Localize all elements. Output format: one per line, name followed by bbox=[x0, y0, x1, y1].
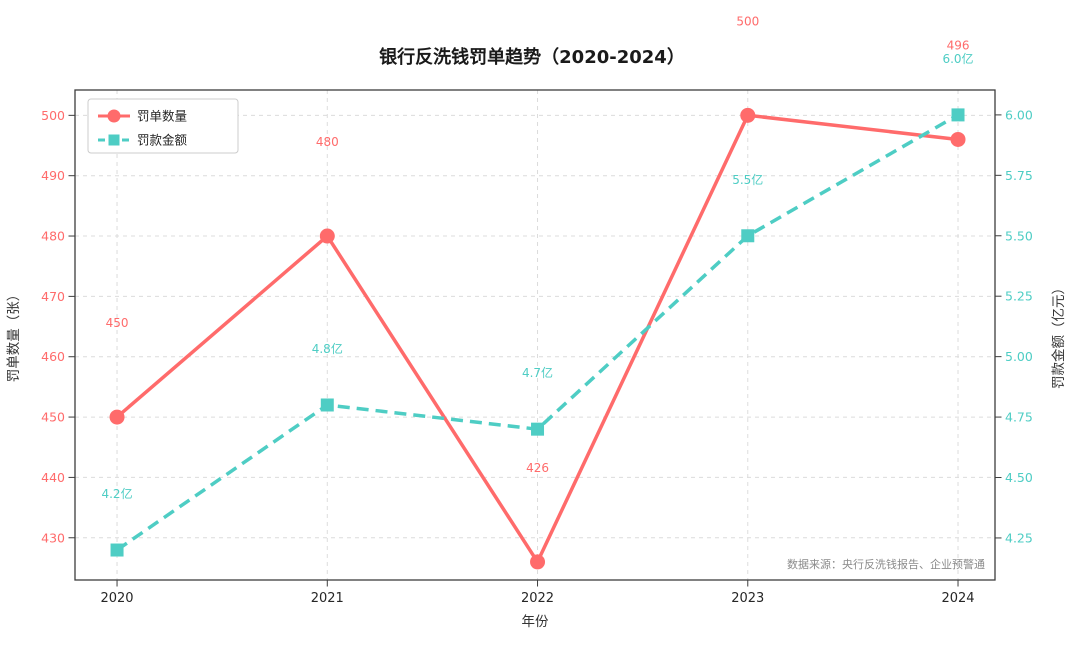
data-point-label: 5.5亿 bbox=[732, 172, 763, 187]
grid-layer bbox=[75, 90, 995, 580]
legend-square-marker-icon bbox=[108, 134, 120, 146]
x-tick-label: 2021 bbox=[311, 591, 344, 606]
data-point-square-marker bbox=[320, 398, 334, 412]
left-tick-label: 500 bbox=[41, 108, 65, 123]
right-tick-label: 5.00 bbox=[1005, 349, 1033, 364]
data-point-square-marker bbox=[951, 108, 965, 122]
y-axis-label-right: 罚款金额（亿元） bbox=[1051, 281, 1067, 389]
data-label-layer: 450 480 426 500 496 4.2亿 4.8亿 4.7亿 5.5亿 6.0亿 bbox=[101, 14, 973, 501]
chart-title: 银行反洗钱罚单趋势（2020-2024） bbox=[379, 46, 685, 68]
series-layer bbox=[109, 107, 966, 570]
data-point-label: 4.2亿 bbox=[101, 486, 132, 501]
data-point-label: 6.0亿 bbox=[942, 51, 973, 66]
legend-item-penalty-count: 罚单数量 bbox=[98, 109, 187, 124]
data-point-label: 450 bbox=[106, 316, 129, 330]
right-tick-label: 5.50 bbox=[1005, 228, 1033, 243]
data-point-label: 500 bbox=[736, 14, 759, 28]
data-point-circle-marker bbox=[530, 554, 546, 570]
axes-layer: 430 440 450 460 470 480 490 500 4.25 4.50 4.75 5.00… bbox=[41, 89, 1033, 606]
right-tick-label: 5.75 bbox=[1005, 168, 1033, 183]
left-tick-label: 460 bbox=[41, 349, 65, 364]
left-tick-label: 490 bbox=[41, 168, 65, 183]
y-axis-label-left: 罚单数量（张） bbox=[6, 288, 22, 383]
x-tick-label: 2024 bbox=[941, 591, 974, 606]
data-point-label: 496 bbox=[947, 38, 970, 52]
data-point-label: 4.7亿 bbox=[522, 365, 553, 380]
left-tick-label: 470 bbox=[41, 289, 65, 304]
source-note: 数据来源：央行反洗钱报告、企业预警通 bbox=[787, 557, 985, 571]
x-tick-label: 2022 bbox=[521, 591, 554, 606]
left-tick-label: 450 bbox=[41, 410, 65, 425]
right-tick-label: 4.75 bbox=[1005, 410, 1033, 425]
right-tick-label: 4.25 bbox=[1005, 530, 1033, 545]
data-point-circle-marker bbox=[950, 131, 966, 147]
legend-circle-marker-icon bbox=[107, 109, 121, 123]
left-tick-label: 430 bbox=[41, 530, 65, 545]
right-tick-label: 5.25 bbox=[1005, 289, 1033, 304]
left-tick-label: 440 bbox=[41, 470, 65, 485]
data-point-circle-marker bbox=[740, 107, 756, 123]
data-point-square-marker bbox=[110, 543, 124, 557]
right-tick-label: 4.50 bbox=[1005, 470, 1033, 485]
x-tick-label: 2020 bbox=[100, 591, 133, 606]
legend-label-fine-amount: 罚款金额 bbox=[137, 133, 188, 148]
legend: 罚单数量 罚款金额 bbox=[87, 98, 239, 154]
x-tick-label: 2023 bbox=[731, 591, 764, 606]
x-axis-label: 年份 bbox=[522, 614, 550, 630]
data-point-label: 4.8亿 bbox=[312, 341, 343, 356]
legend-item-fine-amount: 罚款金额 bbox=[98, 133, 188, 148]
data-point-circle-marker bbox=[319, 228, 335, 244]
data-point-circle-marker bbox=[109, 409, 125, 425]
data-point-square-marker bbox=[531, 422, 545, 436]
right-tick-label: 6.00 bbox=[1005, 107, 1033, 122]
plot-border bbox=[74, 89, 996, 581]
data-point-label: 480 bbox=[316, 135, 339, 149]
data-point-square-marker bbox=[741, 229, 755, 243]
legend-label-penalty-count: 罚单数量 bbox=[137, 109, 187, 124]
left-tick-label: 480 bbox=[41, 229, 65, 244]
data-point-label: 426 bbox=[526, 461, 549, 475]
